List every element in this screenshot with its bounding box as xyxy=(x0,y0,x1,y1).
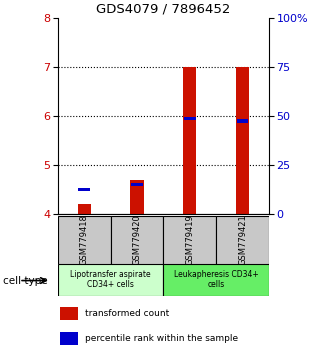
Bar xyxy=(60,332,78,344)
Bar xyxy=(183,67,196,214)
Text: GSM779420: GSM779420 xyxy=(132,215,142,265)
Text: GSM779418: GSM779418 xyxy=(80,215,89,265)
Text: cell type: cell type xyxy=(3,276,48,286)
Bar xyxy=(130,180,144,214)
Bar xyxy=(216,216,269,264)
Bar xyxy=(236,67,249,214)
Bar xyxy=(163,216,216,264)
Bar xyxy=(131,183,143,187)
Bar xyxy=(237,119,248,122)
Bar xyxy=(58,216,111,264)
Bar xyxy=(60,307,78,320)
Text: percentile rank within the sample: percentile rank within the sample xyxy=(85,333,238,343)
Text: GSM779419: GSM779419 xyxy=(185,215,194,265)
Title: GDS4079 / 7896452: GDS4079 / 7896452 xyxy=(96,2,231,15)
Bar xyxy=(58,264,163,296)
Bar xyxy=(78,188,90,191)
Bar xyxy=(184,117,196,120)
Text: Lipotransfer aspirate
CD34+ cells: Lipotransfer aspirate CD34+ cells xyxy=(70,270,151,289)
Text: transformed count: transformed count xyxy=(85,309,169,318)
Text: GSM779421: GSM779421 xyxy=(238,215,247,265)
Bar xyxy=(163,264,269,296)
Bar xyxy=(78,204,91,214)
Bar xyxy=(111,216,163,264)
Text: Leukapheresis CD34+
cells: Leukapheresis CD34+ cells xyxy=(174,270,258,289)
